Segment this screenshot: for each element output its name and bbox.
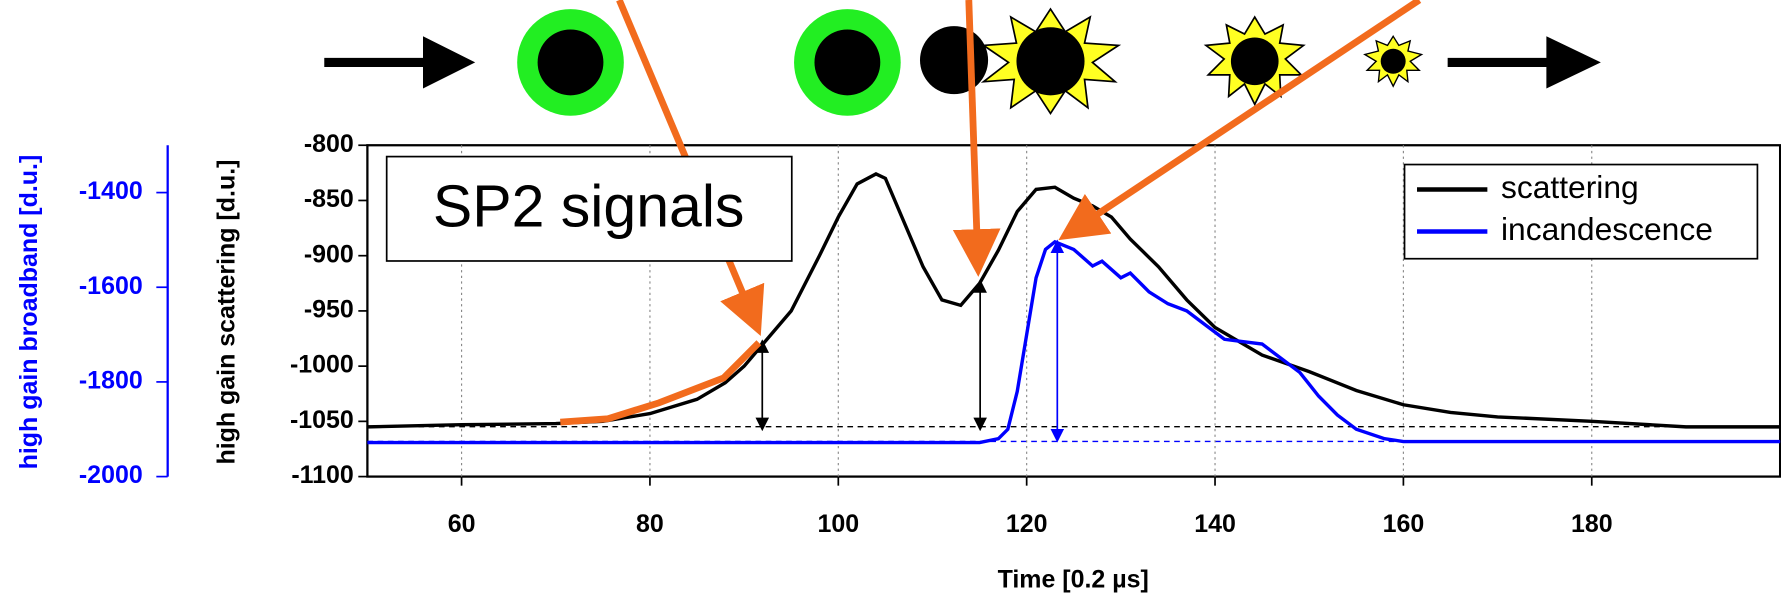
y-tick-label: -1000 xyxy=(290,351,354,379)
x-axis-label: Time [0.2 µs] xyxy=(998,566,1149,594)
y2-tick-label: -1800 xyxy=(79,367,143,395)
x-tick-label: 60 xyxy=(448,510,476,538)
legend-label: scattering xyxy=(1501,169,1639,205)
y-tick-label: -950 xyxy=(304,296,354,324)
y2-tick-label: -2000 xyxy=(79,461,143,489)
y-axis-label: high gain scattering [d.u.] xyxy=(212,160,240,465)
x-tick-label: 100 xyxy=(817,510,859,538)
chart-title: SP2 signals xyxy=(433,174,745,240)
y2-tick-label: -1600 xyxy=(79,272,143,300)
y-tick-label: -900 xyxy=(304,240,354,268)
y-tick-label: -1100 xyxy=(291,461,353,489)
y-tick-label: -1050 xyxy=(290,406,354,434)
highlight xyxy=(560,340,762,426)
y2-tick-label: -1400 xyxy=(79,177,143,205)
x-tick-label: 120 xyxy=(1006,510,1048,538)
y-tick-label: -850 xyxy=(304,185,354,213)
x-tick-label: 80 xyxy=(636,510,664,538)
illustration xyxy=(324,7,1601,116)
legend-label: incandescence xyxy=(1501,211,1713,247)
y2-axis-label: high gain broadband [d.u.] xyxy=(15,155,43,470)
pointer-arrow xyxy=(1058,0,1422,241)
x-tick-label: 140 xyxy=(1194,510,1236,538)
series-line xyxy=(367,239,1781,445)
y-tick-label: -800 xyxy=(304,130,354,158)
title-box xyxy=(385,155,793,262)
legend xyxy=(1403,163,1759,260)
pointer-arrow xyxy=(952,0,1001,277)
x-tick-label: 180 xyxy=(1571,510,1613,538)
x-tick-label: 160 xyxy=(1383,510,1425,538)
